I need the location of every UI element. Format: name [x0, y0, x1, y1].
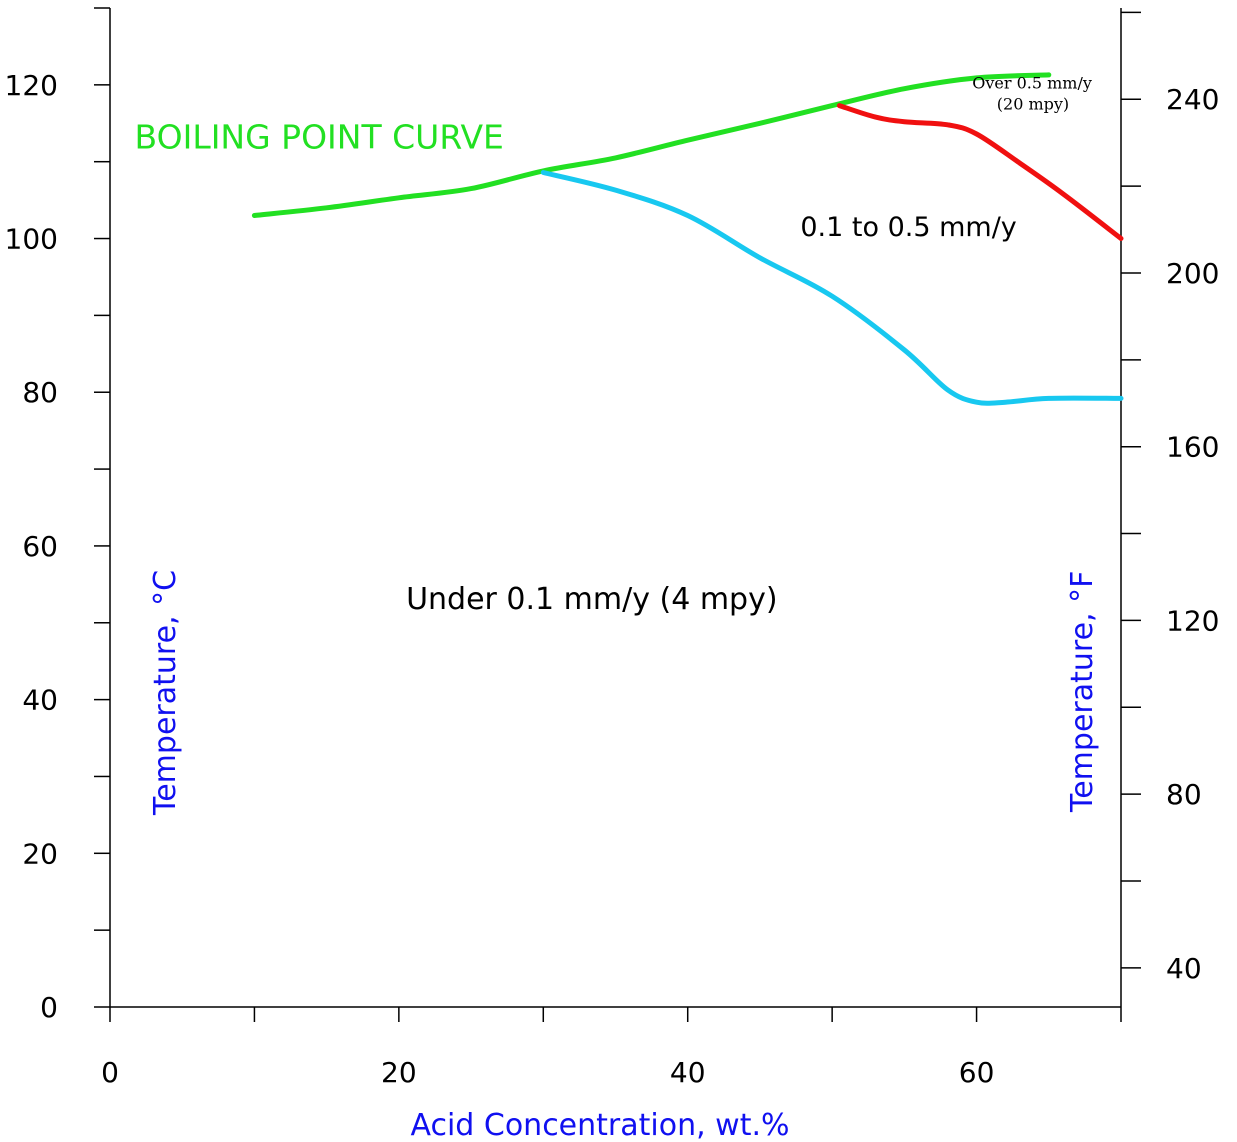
high-rate-label: Over 0.5 mm/y — [972, 74, 1092, 93]
low-rate-label: Under 0.1 mm/y (4 mpy) — [406, 582, 777, 617]
boiling-point-curve — [251, 72, 1052, 218]
y-tick-label: 80 — [22, 376, 58, 409]
x-tick-label: 20 — [381, 1056, 417, 1089]
annotations: BOILING POINT CURVE 0.1 to 0.5 mm/y Over 0… — [135, 74, 1092, 617]
y-tick-label: 0 — [40, 991, 58, 1024]
boiling-point-label: BOILING POINT CURVE — [135, 118, 504, 157]
mid-rate-label: 0.1 to 0.5 mm/y — [800, 212, 1016, 243]
x-tick-label: 40 — [670, 1056, 706, 1089]
y-axis-title-left: Temperature, °C — [148, 570, 183, 816]
y-tick-label: 100 — [5, 223, 58, 256]
y-tick-label: 60 — [22, 530, 58, 563]
x-tick-label: 60 — [959, 1056, 995, 1089]
iso-corrosion-0-1-line — [540, 170, 1124, 406]
y-tick-label: 120 — [5, 69, 58, 102]
y2-tick-label: 40 — [1166, 952, 1202, 985]
x-tick-label: 0 — [101, 1056, 119, 1089]
y2-tick-label: 120 — [1166, 604, 1219, 637]
y2-tick-label: 240 — [1166, 83, 1219, 116]
x-axis-title: Acid Concentration, wt.% — [410, 1108, 789, 1142]
iso-corrosion-0-5-line — [836, 103, 1124, 241]
series-lines — [251, 72, 1124, 406]
axes: 0 20 40 60 0 20 40 60 80 100 120 40 80 120 160 200 240 — [5, 7, 1219, 1089]
y2-tick-label: 160 — [1166, 431, 1219, 464]
y-tick-label: 40 — [22, 684, 58, 717]
y-axis-title-right: Temperature, °F — [1065, 571, 1100, 813]
y2-tick-label: 80 — [1166, 778, 1202, 811]
high-rate-mpy-label: (20 mpy) — [997, 94, 1069, 113]
y-tick-label: 20 — [22, 837, 58, 870]
y2-tick-label: 200 — [1166, 257, 1219, 290]
